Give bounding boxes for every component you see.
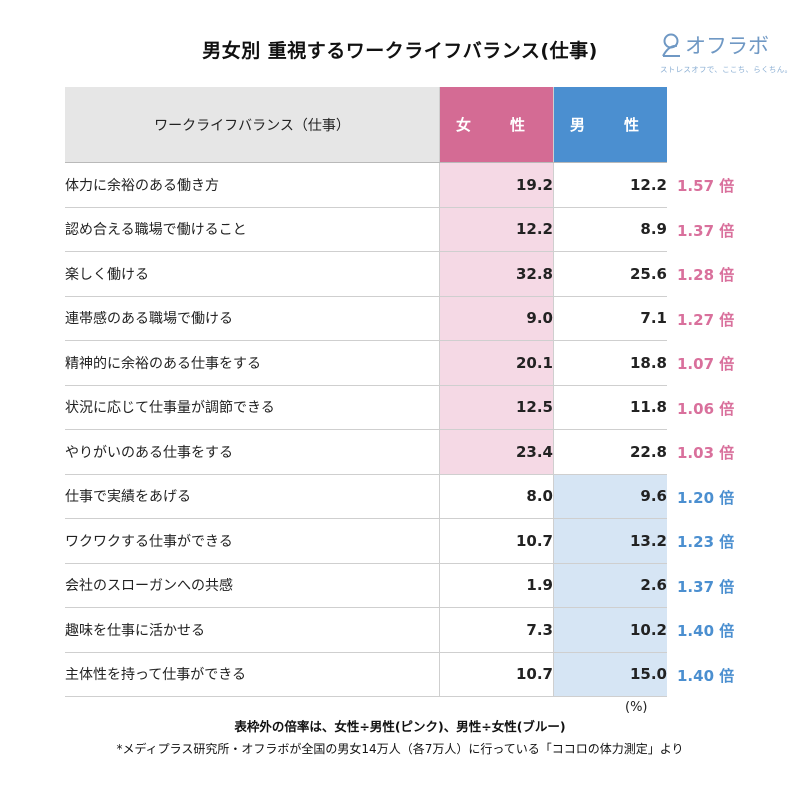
row-label: 会社のスローガンへの共感 [65, 563, 440, 608]
table-row: 状況に応じて仕事量が調節できる 12.5 11.8 [65, 385, 667, 430]
female-value: 10.7 [439, 518, 554, 564]
row-label: 趣味を仕事に活かせる [65, 607, 440, 653]
male-value: 12.2 [553, 162, 667, 208]
male-value: 9.6 [553, 474, 667, 519]
ratio-note: 表枠外の倍率は、女性÷男性(ピンク)、男性÷女性(ブルー) [234, 719, 566, 734]
table-row: 精神的に余裕のある仕事をする 20.1 18.8 [65, 340, 667, 386]
ratio-value: 1.40 倍 [677, 666, 735, 685]
ratio-column: 1.57 倍 1.37 倍 1.28 倍 1.27 倍 1.07 倍 1.06 倍 1.03… [677, 164, 787, 698]
row-label: 連帯感のある職場で働ける [65, 296, 440, 341]
unit-label: (%) [625, 700, 648, 715]
male-value: 25.6 [553, 251, 667, 297]
table-row: 仕事で実績をあげる 8.0 9.6 [65, 474, 667, 519]
female-value: 19.2 [439, 162, 554, 208]
female-value: 12.5 [439, 385, 554, 430]
ratio-value: 1.23 倍 [677, 533, 735, 551]
chart-title: 男女別 重視するワークライフバランス(仕事) [202, 40, 598, 62]
ratio-value: 1.37 倍 [677, 577, 735, 596]
table-body: 体力に余裕のある働き方 19.2 12.2 認め合える職場で働けること 12.2 8.9 楽… [65, 162, 667, 697]
male-value: 8.9 [553, 207, 667, 252]
comparison-table: ワークライフバランス（仕事） 女 性 男 性 体力に余裕のある働き方 19.2 12… [65, 87, 667, 697]
male-value: 13.2 [553, 518, 667, 564]
male-value: 7.1 [553, 296, 667, 341]
logo-name: オフラボ [685, 34, 769, 58]
female-value: 8.0 [439, 474, 554, 519]
female-value: 7.3 [439, 607, 554, 653]
ratio-value: 1.37 倍 [677, 221, 735, 240]
row-label: ワクワクする仕事ができる [65, 518, 440, 564]
table-row: 体力に余裕のある働き方 19.2 12.2 [65, 162, 667, 208]
female-value: 10.7 [439, 652, 554, 697]
row-label: 仕事で実績をあげる [65, 474, 440, 519]
ratio-value: 1.27 倍 [677, 310, 735, 329]
female-value: 20.1 [439, 340, 554, 386]
logo-mark-icon [662, 33, 680, 57]
column-header-male: 男 性 [553, 87, 667, 163]
table-row: 楽しく働ける 32.8 25.6 [65, 251, 667, 297]
table-row: 主体性を持って仕事ができる 10.7 15.0 [65, 652, 667, 697]
table-row: 趣味を仕事に活かせる 7.3 10.2 [65, 607, 667, 653]
male-value: 15.0 [553, 652, 667, 697]
row-label: 精神的に余裕のある仕事をする [65, 340, 440, 386]
row-label: やりがいのある仕事をする [65, 429, 440, 475]
female-value: 32.8 [439, 251, 554, 297]
male-value: 10.2 [553, 607, 667, 653]
table-row: 認め合える職場で働けること 12.2 8.9 [65, 207, 667, 252]
male-value: 11.8 [553, 385, 667, 430]
table-row: 会社のスローガンへの共感 1.9 2.6 [65, 563, 667, 608]
female-value: 23.4 [439, 429, 554, 475]
row-label: 楽しく働ける [65, 251, 440, 297]
female-value: 1.9 [439, 563, 554, 608]
ratio-value: 1.57 倍 [677, 177, 735, 195]
male-value: 2.6 [553, 563, 667, 608]
ratio-value: 1.07 倍 [677, 355, 735, 373]
logo-tagline: ストレスオフで、ここち、らくちん。 [660, 65, 793, 74]
column-header-item: ワークライフバランス（仕事） [65, 87, 440, 163]
row-label: 認め合える職場で働けること [65, 207, 440, 252]
source-note: *メディプラス研究所・オフラボが全国の男女14万人（各7万人）に行っている「ココ… [116, 742, 684, 756]
table-row: ワクワクする仕事ができる 10.7 13.2 [65, 518, 667, 564]
male-value: 22.8 [553, 429, 667, 475]
female-value: 9.0 [439, 296, 554, 341]
ratio-value: 1.06 倍 [677, 399, 735, 418]
table-row: やりがいのある仕事をする 23.4 22.8 [65, 429, 667, 475]
ratio-value: 1.40 倍 [677, 622, 735, 640]
female-value: 12.2 [439, 207, 554, 252]
row-label: 状況に応じて仕事量が調節できる [65, 385, 440, 430]
ofurabo-logo: オフラボ ストレスオフで、ここち、らくちん。 [660, 30, 793, 75]
row-label: 主体性を持って仕事ができる [65, 652, 440, 697]
ratio-value: 1.28 倍 [677, 266, 735, 284]
table-row: 連帯感のある職場で働ける 9.0 7.1 [65, 296, 667, 341]
row-label: 体力に余裕のある働き方 [65, 162, 440, 208]
ratio-value: 1.20 倍 [677, 488, 735, 507]
ratio-value: 1.03 倍 [677, 444, 735, 462]
column-header-female: 女 性 [439, 87, 554, 163]
male-value: 18.8 [553, 340, 667, 386]
